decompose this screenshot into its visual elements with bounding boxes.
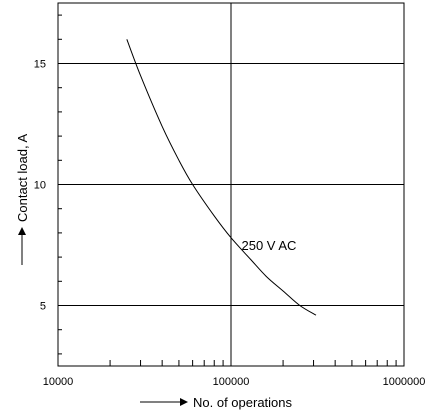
y-tick-labels: 5 10 15 xyxy=(34,59,46,313)
y-axis-arrow-head xyxy=(18,227,26,235)
series-line xyxy=(126,39,317,316)
x-axis-arrow-head xyxy=(180,398,188,406)
y-axis-title: Contact load, A xyxy=(15,134,30,265)
annotations: 250 V AC xyxy=(242,238,297,253)
minor-ticks xyxy=(58,14,397,366)
x-axis-title: No. of operations xyxy=(140,395,293,410)
x-tick-label: 10000 xyxy=(43,376,74,388)
x-tick-label: 100000 xyxy=(213,376,250,388)
y-tick-label: 15 xyxy=(34,59,46,71)
y-axis-label: Contact load, A xyxy=(15,134,30,222)
x-axis-label: No. of operations xyxy=(193,395,293,410)
x-tick-label: 1000000 xyxy=(383,376,426,388)
series-group xyxy=(126,39,317,316)
x-tick-labels: 10000 100000 1000000 xyxy=(43,376,426,388)
y-tick-label: 10 xyxy=(34,180,46,192)
grid xyxy=(58,3,404,366)
y-tick-label: 5 xyxy=(40,301,46,313)
series-annotation-label: 250 V AC xyxy=(242,238,297,253)
